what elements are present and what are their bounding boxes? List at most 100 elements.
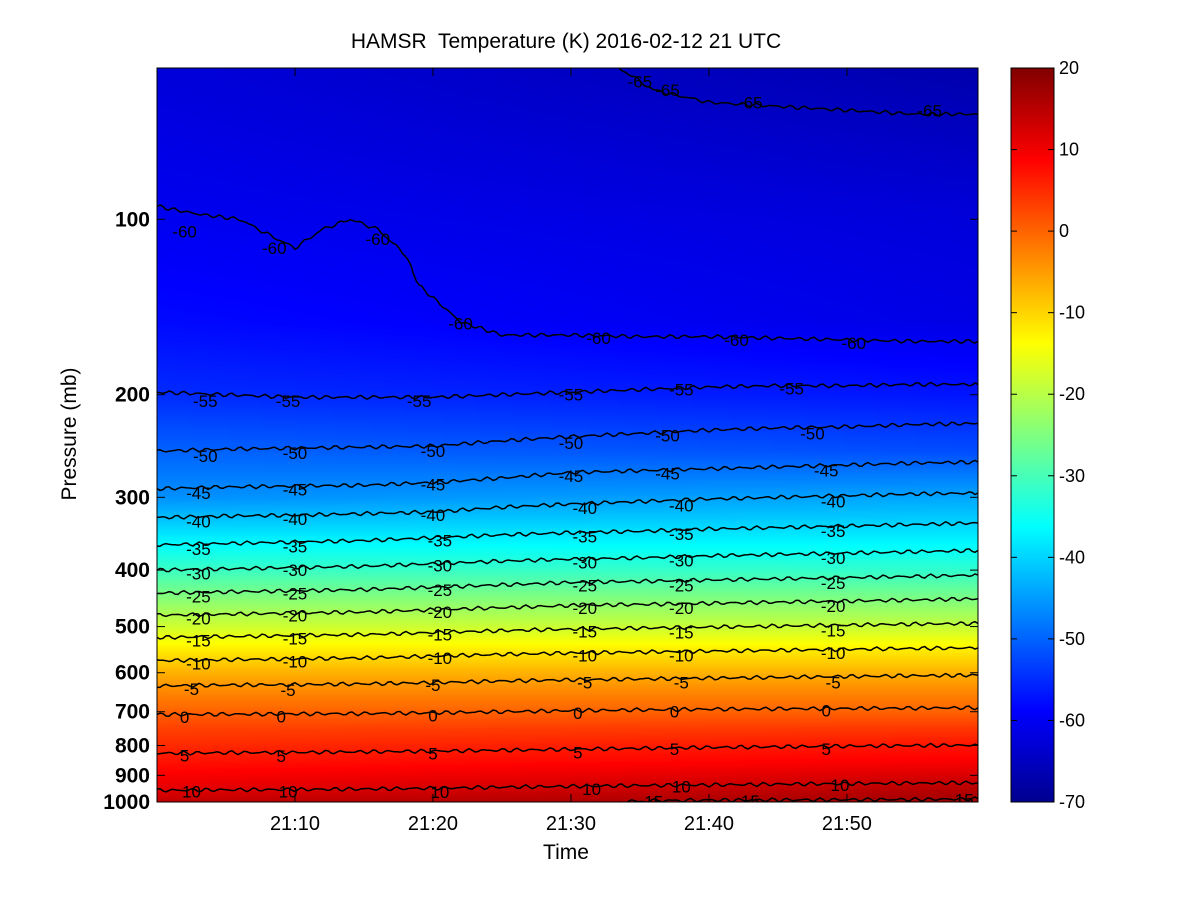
contour-label: -65	[655, 81, 680, 100]
contour-label: -15	[821, 622, 846, 641]
contour-line-minus20	[157, 596, 978, 618]
contour-label: 10	[182, 783, 201, 802]
contour-label: -65	[628, 72, 653, 91]
contour-label: -60	[262, 239, 287, 258]
contour-label: -60	[586, 329, 611, 348]
contour-label: 10	[279, 783, 298, 802]
contour-label: -20	[669, 599, 694, 618]
x-tick-label: 21:40	[684, 813, 734, 835]
contour-label: -60	[842, 334, 867, 353]
contour-label: -15	[572, 623, 597, 642]
contour-line-minus55	[157, 381, 978, 401]
contour-label: -25	[821, 574, 846, 593]
contour-label: -60	[172, 223, 197, 242]
contour-label: -35	[428, 532, 453, 551]
colorbar-tick-label: -30	[1059, 466, 1085, 486]
contour-label: -10	[669, 646, 694, 665]
contour-label: 5	[670, 740, 679, 759]
contour-label: -30	[572, 553, 597, 572]
contour-label: 5	[573, 743, 582, 762]
contour-label: -50	[800, 424, 825, 443]
contour-label: -55	[559, 386, 584, 405]
contour-label: -40	[669, 497, 694, 516]
contour-label: -50	[193, 447, 218, 466]
contour-label: -15	[283, 629, 308, 648]
contour-label: 15	[644, 792, 663, 811]
colorbar-tick-label: -70	[1059, 792, 1085, 812]
contour-label: -45	[655, 464, 680, 483]
contour-label: -10	[821, 644, 846, 663]
contour-label: 10	[582, 780, 601, 799]
contour-label: -10	[428, 649, 453, 668]
y-tick-label: 800	[115, 735, 150, 758]
contour-line-minus60	[157, 204, 978, 345]
contour-label: -35	[669, 525, 694, 544]
contour-label: 0	[670, 703, 679, 722]
contour-label: -40	[186, 512, 211, 531]
contour-labels: -65 -65-65 -65-60-60 -60-60-60 -60 -60-55 -55-…	[172, 72, 974, 811]
contour-line-minus50	[157, 421, 978, 453]
y-tick-label: 500	[115, 616, 150, 639]
contour-label: -20	[428, 603, 453, 622]
contour-label: 15	[955, 790, 974, 809]
contour-line-5	[157, 742, 978, 756]
contour-label: -30	[186, 564, 211, 583]
colorbar	[1010, 67, 1055, 803]
contour-label: -50	[655, 427, 680, 446]
y-tick-label: 100	[115, 208, 150, 231]
y-tick-label: 300	[115, 486, 150, 509]
contour-label: -5	[281, 681, 296, 700]
contour-label: -40	[821, 492, 846, 511]
contour-label: -55	[407, 392, 432, 411]
x-tick-label: 21:30	[546, 813, 596, 835]
chart-title: HAMSR Temperature (K) 2016-02-12 21 UTC	[351, 30, 781, 53]
colorbar-ticks: 20 10 0 -10 -20 -30 -40 -50 -60 -70	[1011, 58, 1085, 812]
contour-line-0	[157, 705, 978, 717]
contour-label: -30	[669, 551, 694, 570]
contour-label: -55	[193, 392, 218, 411]
contour-line-minus25	[157, 573, 978, 596]
contour-label: -5	[184, 680, 199, 699]
contour-label: -50	[421, 442, 446, 461]
contour-label: -20	[186, 609, 211, 628]
colorbar-tick-label: -40	[1059, 547, 1085, 567]
colorbar-tick-label: 0	[1059, 221, 1069, 241]
y-tick-label: 900	[115, 764, 150, 787]
contour-label: -45	[814, 462, 839, 481]
contour-label: 15	[741, 792, 760, 811]
contour-label: -55	[669, 381, 694, 400]
colorbar-tick-label: -50	[1059, 629, 1085, 649]
contour-label: -35	[821, 522, 846, 541]
contour-label: 0	[276, 707, 285, 726]
contour-label: -55	[276, 392, 301, 411]
contour-label: -65	[917, 101, 942, 120]
contour-label: -50	[283, 444, 308, 463]
contour-label: 0	[180, 708, 189, 727]
contour-label: 0	[428, 706, 437, 725]
contour-label: -25	[669, 576, 694, 595]
temperature-heatmap	[157, 68, 978, 802]
contour-label: -25	[186, 588, 211, 607]
y-tick-label: 700	[115, 701, 150, 724]
contour-label: -5	[425, 676, 440, 695]
contour-line-minus65	[618, 68, 978, 117]
contour-label: -15	[669, 624, 694, 643]
contour-label: -60	[724, 331, 749, 350]
contour-label: -20	[283, 607, 308, 626]
contour-label: -60	[365, 230, 390, 249]
contour-line-minus5	[157, 672, 978, 689]
contour-label: -65	[738, 93, 763, 112]
contour-label: -20	[572, 599, 597, 618]
contour-label: 5	[276, 747, 285, 766]
contour-label: -30	[428, 557, 453, 576]
contour-label: 10	[430, 783, 449, 802]
contour-label: -20	[821, 597, 846, 616]
contour-label: -5	[826, 674, 841, 693]
contour-label: -25	[283, 585, 308, 604]
y-tick-label: 200	[115, 384, 150, 407]
contour-label: -35	[186, 540, 211, 559]
contour-label: -10	[572, 646, 597, 665]
plot-frame	[156, 67, 979, 803]
contour-line-minus45	[157, 459, 978, 492]
